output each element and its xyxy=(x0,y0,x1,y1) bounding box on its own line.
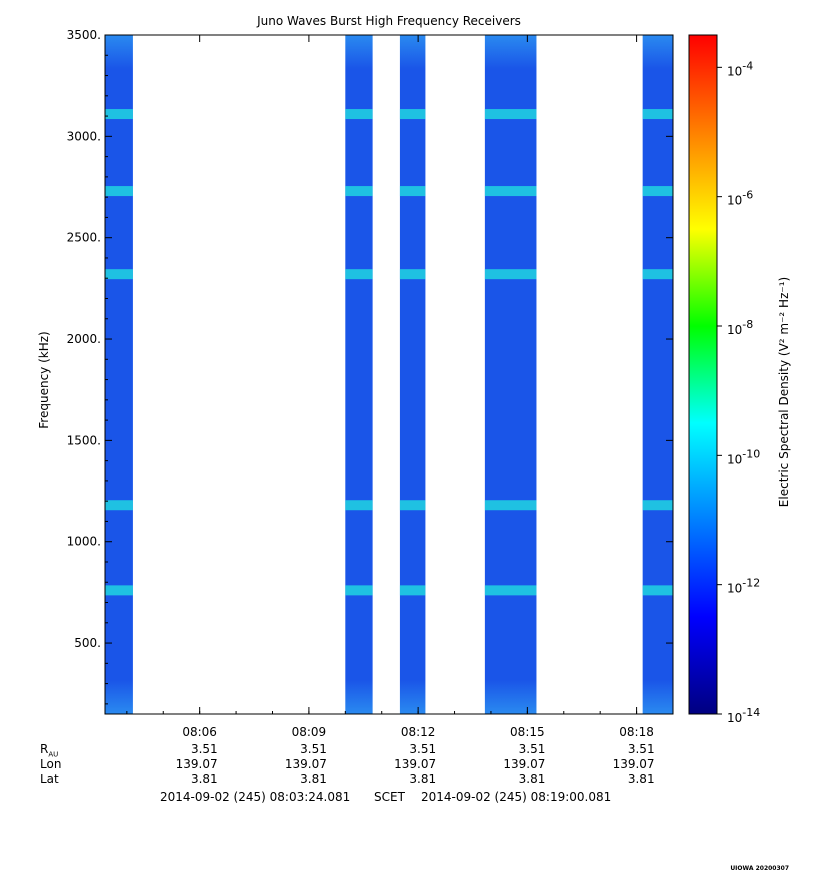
data-interval-strip xyxy=(105,35,133,714)
emission-band xyxy=(642,109,673,120)
emission-band xyxy=(642,269,673,280)
ephemeris-value: 3.81 xyxy=(627,772,655,786)
colorbar-tick-label: 10-8 xyxy=(727,318,753,337)
ephemeris-value: 139.07 xyxy=(284,757,327,771)
colorbar-tick-label: 10-6 xyxy=(727,189,753,208)
emission-band xyxy=(399,500,426,511)
spectrogram-strips xyxy=(105,35,673,714)
ephemeris-value: 3.81 xyxy=(518,772,546,786)
ephemeris-label-r: RAU xyxy=(40,742,59,759)
emission-band xyxy=(345,500,373,511)
colorbar-ticks: 10-4 10-6 10-8 10-10 10-12 10-14 xyxy=(717,59,760,725)
ephemeris-value: 139.07 xyxy=(394,757,437,771)
data-interval-strip xyxy=(484,35,537,714)
ephemeris-value: 139.07 xyxy=(175,757,218,771)
chart-title: Juno Waves Burst High Frequency Receiver… xyxy=(256,14,521,28)
data-interval-strip xyxy=(642,35,673,714)
emission-band xyxy=(345,585,373,596)
ephemeris-label-lon: Lon xyxy=(40,757,62,771)
data-interval-strip xyxy=(399,35,426,714)
emission-band xyxy=(399,186,426,197)
emission-band xyxy=(484,109,537,120)
colorbar-tick-label: 10-14 xyxy=(727,706,760,725)
ephemeris-value: 3.51 xyxy=(518,742,546,756)
ephemeris-value: 3.81 xyxy=(409,772,437,786)
emission-band xyxy=(399,269,426,280)
emission-band xyxy=(345,109,373,120)
institution-stamp: UIOWA 20200307 xyxy=(730,865,789,872)
ephemeris-value: 139.07 xyxy=(612,757,655,771)
y-tick-label: 1000. xyxy=(67,535,101,549)
emission-band xyxy=(642,500,673,511)
emission-band xyxy=(399,109,426,120)
emission-band xyxy=(105,186,133,197)
colorbar-label: Electric Spectral Density (V² m⁻² Hz⁻¹) xyxy=(777,277,791,507)
colorbar-tick-label: 10-10 xyxy=(727,447,760,466)
emission-band xyxy=(642,186,673,197)
emission-band xyxy=(484,186,537,197)
x-tick-label: 08:12 xyxy=(401,725,436,739)
emission-band xyxy=(345,186,373,197)
y-tick-label: 500. xyxy=(74,636,101,650)
ephemeris-value: 3.51 xyxy=(409,742,437,756)
emission-band xyxy=(345,269,373,280)
emission-band xyxy=(484,500,537,511)
x-tick-label: 08:06 xyxy=(182,725,217,739)
footer-start-time: 2014-09-02 (245) 08:03:24.081 xyxy=(160,790,351,804)
plot-frame xyxy=(104,34,674,715)
x-tick-label: 08:09 xyxy=(292,725,327,739)
emission-band xyxy=(484,269,537,280)
colorbar-tick-label: 10-12 xyxy=(727,577,760,596)
y-tick-label: 3000. xyxy=(67,129,101,143)
emission-band xyxy=(105,109,133,120)
y-tick-label: 1500. xyxy=(67,433,101,447)
y-axis: 500. 1000. 1500. 2000. 2500. 3000. 3500. xyxy=(67,28,673,705)
ephemeris-value: 3.81 xyxy=(300,772,327,786)
y-tick-label: 2500. xyxy=(67,231,101,245)
ephemeris-value: 139.07 xyxy=(503,757,546,771)
y-tick-label: 2000. xyxy=(67,332,101,346)
x-axis: 08:06 08:09 08:12 08:15 08:18 xyxy=(126,35,674,739)
x-tick-label: 08:18 xyxy=(619,725,654,739)
emission-band xyxy=(105,500,133,511)
data-interval-strip xyxy=(345,35,373,714)
ephemeris-value: 3.81 xyxy=(190,772,218,786)
emission-band xyxy=(105,585,133,596)
emission-band xyxy=(642,585,673,596)
footer-scet-label: SCET xyxy=(374,790,405,804)
emission-band xyxy=(484,585,537,596)
ephemeris-value: 3.51 xyxy=(190,742,218,756)
y-axis-label: Frequency (kHz) xyxy=(37,331,51,428)
ephemeris-value: 3.51 xyxy=(300,742,327,756)
colorbar xyxy=(688,34,718,715)
y-tick-label: 3500. xyxy=(67,28,101,42)
colorbar-tick-label: 10-4 xyxy=(727,59,753,78)
x-tick-label: 08:15 xyxy=(510,725,545,739)
footer-end-time: 2014-09-02 (245) 08:19:00.081 xyxy=(421,790,612,804)
emission-band xyxy=(105,269,133,280)
ephemeris-label-lat: Lat xyxy=(40,772,59,786)
emission-band xyxy=(399,585,426,596)
ephemeris-value: 3.51 xyxy=(627,742,655,756)
